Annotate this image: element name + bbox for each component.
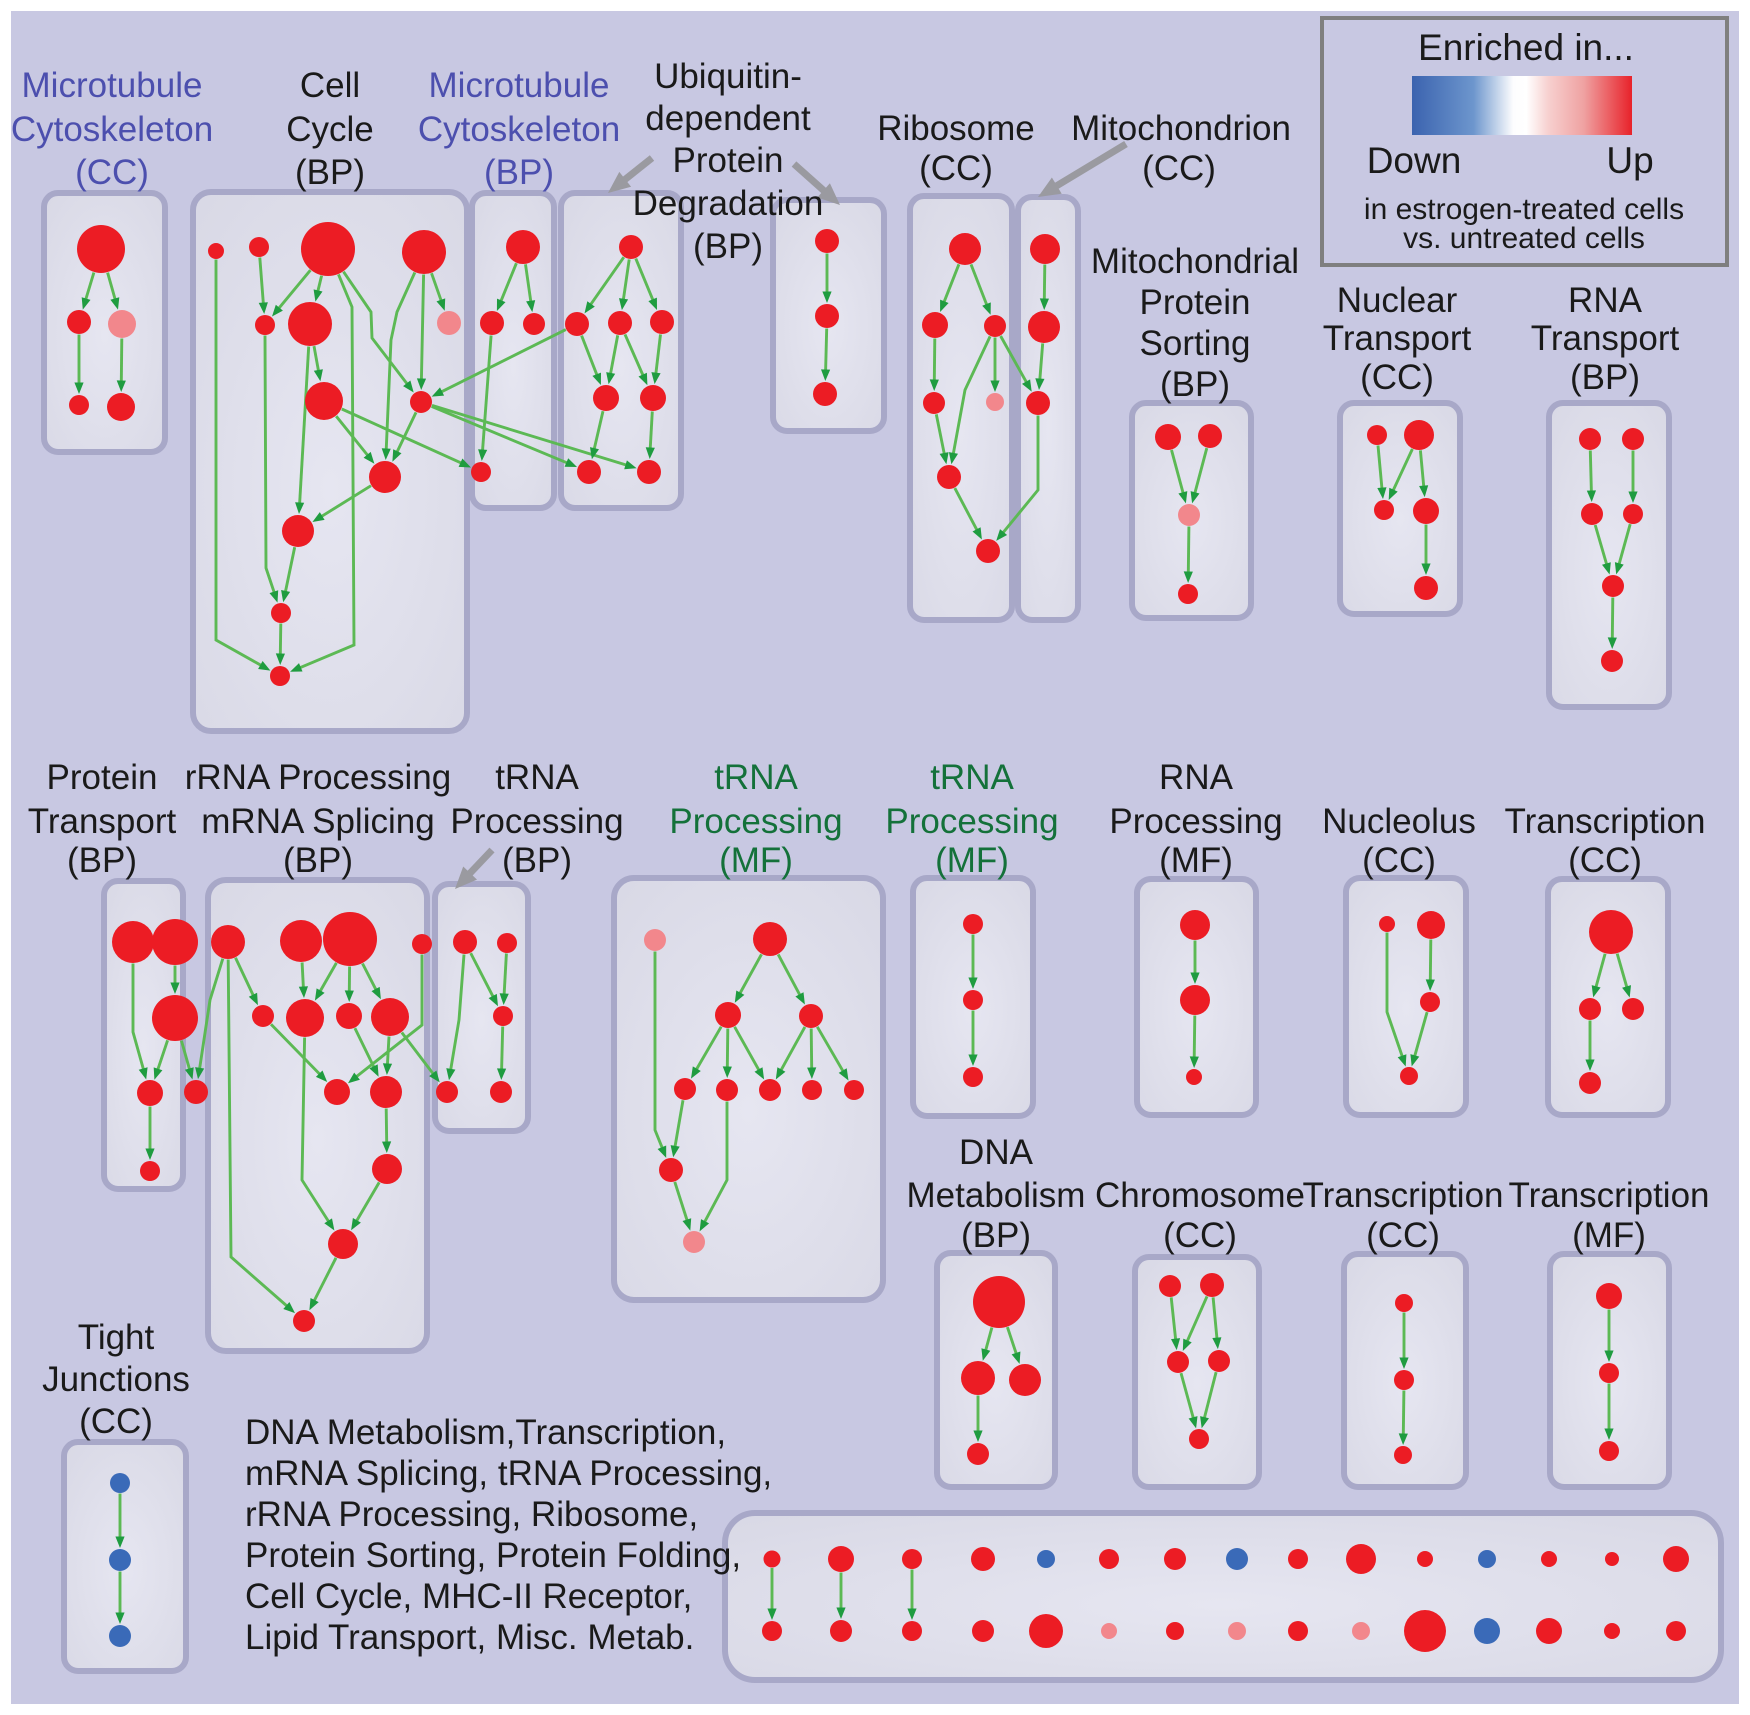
svg-text:(BP): (BP)	[1160, 365, 1230, 404]
svg-text:(BP): (BP)	[1570, 358, 1640, 397]
svg-text:(BP): (BP)	[961, 1216, 1031, 1255]
svg-text:(MF): (MF)	[935, 841, 1009, 880]
svg-text:dependent: dependent	[645, 99, 811, 138]
svg-text:(BP): (BP)	[484, 153, 554, 192]
svg-text:vs. untreated cells: vs. untreated cells	[1403, 222, 1645, 255]
svg-text:Protein Sorting, Protein Foldi: Protein Sorting, Protein Folding,	[245, 1536, 741, 1575]
svg-text:(BP): (BP)	[693, 227, 763, 266]
svg-text:Cytoskeleton: Cytoskeleton	[11, 110, 213, 149]
svg-text:(CC): (CC)	[919, 149, 993, 188]
svg-text:(CC): (CC)	[1163, 1216, 1237, 1255]
svg-text:(BP): (BP)	[67, 841, 137, 880]
svg-text:(MF): (MF)	[719, 841, 793, 880]
svg-text:Cytoskeleton: Cytoskeleton	[418, 110, 620, 149]
svg-text:RNA: RNA	[1568, 281, 1643, 320]
svg-text:Mitochondrial: Mitochondrial	[1091, 242, 1299, 281]
svg-text:(CC): (CC)	[1366, 1216, 1440, 1255]
svg-text:Ubiquitin-: Ubiquitin-	[654, 57, 802, 96]
svg-text:Sorting: Sorting	[1140, 324, 1251, 363]
svg-text:rRNA Processing, Ribosome,: rRNA Processing, Ribosome,	[245, 1495, 698, 1534]
svg-text:Junctions: Junctions	[42, 1360, 190, 1399]
svg-text:Microtubule: Microtubule	[22, 66, 203, 105]
svg-text:(CC): (CC)	[1360, 358, 1434, 397]
svg-text:Enriched in...: Enriched in...	[1418, 27, 1634, 68]
svg-text:(CC): (CC)	[75, 153, 149, 192]
svg-text:mRNA Splicing, tRNA Processing: mRNA Splicing, tRNA Processing,	[245, 1454, 772, 1493]
svg-text:(BP): (BP)	[502, 841, 572, 880]
svg-text:Ribosome: Ribosome	[877, 109, 1035, 148]
svg-text:Processing: Processing	[450, 802, 623, 841]
svg-text:Chromosome: Chromosome	[1095, 1176, 1305, 1215]
svg-text:in estrogen-treated cells: in estrogen-treated cells	[1364, 193, 1684, 226]
svg-text:Degradation: Degradation	[633, 184, 824, 223]
svg-text:Transport: Transport	[1323, 319, 1472, 358]
svg-text:RNA: RNA	[1159, 758, 1234, 797]
svg-text:tRNA: tRNA	[714, 758, 798, 797]
svg-text:(MF): (MF)	[1572, 1216, 1646, 1255]
svg-text:(CC): (CC)	[79, 1402, 153, 1441]
svg-text:(MF): (MF)	[1159, 841, 1233, 880]
svg-text:(CC): (CC)	[1362, 841, 1436, 880]
svg-text:Mitochondrion: Mitochondrion	[1071, 109, 1291, 148]
svg-text:mRNA Splicing: mRNA Splicing	[201, 802, 434, 841]
svg-text:Protein: Protein	[673, 141, 784, 180]
svg-text:rRNA Processing: rRNA Processing	[185, 758, 451, 797]
svg-text:DNA Metabolism,Transcription,: DNA Metabolism,Transcription,	[245, 1413, 726, 1452]
svg-text:Processing: Processing	[1109, 802, 1282, 841]
svg-text:Transport: Transport	[1531, 319, 1680, 358]
svg-text:Transport: Transport	[28, 802, 177, 841]
svg-text:tRNA: tRNA	[495, 758, 579, 797]
svg-text:(CC): (CC)	[1568, 841, 1642, 880]
svg-text:Down: Down	[1367, 140, 1462, 181]
svg-text:(BP): (BP)	[283, 841, 353, 880]
svg-text:Tight: Tight	[78, 1318, 155, 1357]
svg-text:Transcription: Transcription	[1509, 1176, 1710, 1215]
svg-text:Microtubule: Microtubule	[429, 66, 610, 105]
svg-text:Metabolism: Metabolism	[907, 1176, 1086, 1215]
svg-text:Up: Up	[1606, 140, 1653, 181]
svg-text:Nucleolus: Nucleolus	[1322, 802, 1476, 841]
svg-text:Transcription: Transcription	[1303, 1176, 1504, 1215]
svg-text:Cell: Cell	[300, 66, 360, 105]
svg-text:(CC): (CC)	[1142, 149, 1216, 188]
svg-text:Cycle: Cycle	[286, 110, 374, 149]
svg-text:Protein: Protein	[47, 758, 158, 797]
svg-text:tRNA: tRNA	[930, 758, 1014, 797]
svg-text:(BP): (BP)	[295, 153, 365, 192]
svg-text:Protein: Protein	[1140, 283, 1251, 322]
svg-text:DNA: DNA	[959, 1133, 1034, 1172]
svg-text:Processing: Processing	[669, 802, 842, 841]
svg-text:Lipid Transport, Misc. Metab.: Lipid Transport, Misc. Metab.	[245, 1618, 694, 1657]
svg-text:Cell Cycle, MHC-II Receptor,: Cell Cycle, MHC-II Receptor,	[245, 1577, 692, 1616]
svg-text:Processing: Processing	[885, 802, 1058, 841]
svg-text:Nuclear: Nuclear	[1337, 281, 1458, 320]
svg-text:Transcription: Transcription	[1505, 802, 1706, 841]
